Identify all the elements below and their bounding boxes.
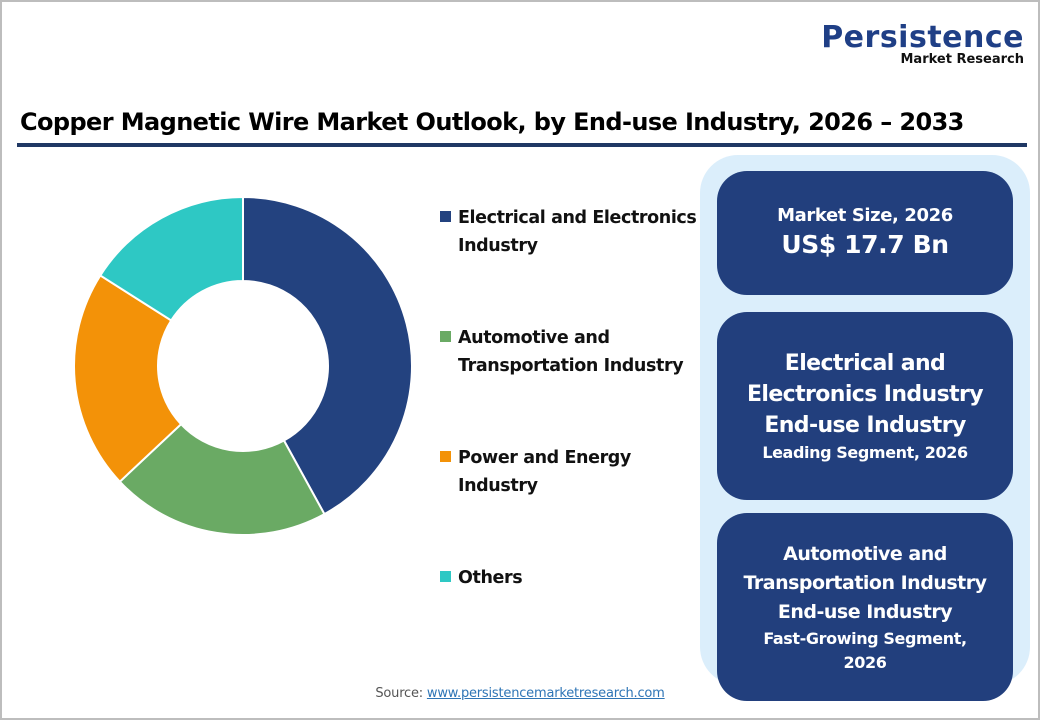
- legend-label-power: Power and Energy Industry: [458, 448, 631, 496]
- donut-slice-4: [98, 195, 244, 322]
- logo-brand-text: Persistence: [821, 20, 1024, 55]
- chart-title: Copper Magnetic Wire Market Outlook, by …: [20, 108, 964, 136]
- fastest-segment-line1: Automotive and: [783, 542, 947, 565]
- legend-item-others: Others: [440, 564, 523, 592]
- source-prefix: Source:: [375, 686, 427, 701]
- legend-label-automotive: Automotive and Transportation Industry: [458, 328, 684, 376]
- source-link[interactable]: www.persistencemarketresearch.com: [426, 686, 665, 701]
- legend-label-electrical: Electrical and Electronics Industry: [458, 208, 697, 256]
- title-underline: [17, 143, 1027, 147]
- leading-segment-note: Leading Segment, 2026: [762, 442, 968, 462]
- legend-swatch-others: [440, 571, 451, 582]
- fastest-growing-card: Automotive and Transportation Industry E…: [717, 513, 1013, 701]
- legend-item-power: Power and Energy Industry: [440, 444, 631, 500]
- market-size-card: Market Size, 2026 US$ 17.7 Bn: [717, 171, 1013, 295]
- leading-segment-line1: Electrical and: [784, 350, 946, 376]
- donut-slice-2: [118, 422, 326, 536]
- legend-label-others: Others: [458, 568, 523, 588]
- donut-chart: [73, 195, 413, 536]
- donut-slice-1: [242, 195, 413, 516]
- fastest-segment-note1: Fast-Growing Segment,: [763, 628, 967, 648]
- legend-swatch-power: [440, 451, 451, 462]
- legend-item-automotive: Automotive and Transportation Industry: [440, 324, 684, 380]
- leading-segment-card: Electrical and Electronics Industry End-…: [717, 312, 1013, 500]
- fastest-segment-line3: End-use Industry: [777, 600, 953, 623]
- leading-segment-line2: Electronics Industry: [746, 381, 984, 407]
- logo-subtitle: Market Research: [900, 52, 1025, 67]
- fastest-segment-note2: 2026: [843, 652, 887, 672]
- legend-swatch-electrical: [440, 211, 451, 222]
- leading-segment-line3: End-use Industry: [764, 412, 966, 438]
- donut-slice-3: [73, 274, 183, 484]
- legend-item-electrical: Electrical and Electronics Industry: [440, 204, 697, 260]
- market-size-value: US$ 17.7 Bn: [781, 230, 949, 259]
- source-line: Source: www.persistencemarketresearch.co…: [0, 686, 1040, 701]
- market-size-label: Market Size, 2026: [777, 205, 953, 226]
- brand-logo: Persistence Market Research: [821, 22, 1024, 67]
- legend-swatch-automotive: [440, 331, 451, 342]
- fastest-segment-line2: Transportation Industry: [743, 571, 988, 594]
